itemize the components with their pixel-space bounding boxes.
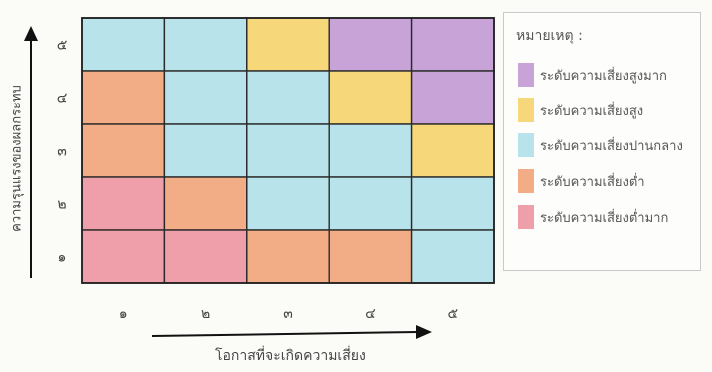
legend-label-very-high: ระดับความเสี่ยงสูงมาก: [540, 68, 667, 84]
legend-title: หมายเหตุ :: [516, 28, 583, 44]
grid-frame: [81, 17, 495, 284]
heat-cell-r3-c2: [163, 123, 248, 178]
heat-cell-r1-c3: [246, 229, 330, 284]
x-axis-arrowhead: [416, 325, 432, 339]
heat-cell-r2-c3: [246, 176, 330, 231]
heat-cell-r3-c5: [410, 123, 495, 178]
legend-label-high: ระดับความเสี่ยงสูง: [540, 103, 644, 119]
heat-cell-r4-c5: [410, 70, 495, 125]
heat-cell-r2-c2: [163, 176, 248, 231]
legend-swatch-low: [518, 169, 534, 193]
legend-item-low: ระดับความเสี่ยงต่ำ: [518, 169, 645, 193]
heat-cell-r5-c4: [328, 17, 413, 72]
heat-cell-r2-c4: [328, 176, 413, 231]
legend-swatch-medium: [518, 133, 534, 157]
legend-swatch-high: [518, 98, 534, 122]
x-axis-arrow-line: [151, 331, 419, 337]
y-tick-label-3: ๓: [57, 144, 67, 160]
heat-cell-r1-c5: [410, 229, 495, 284]
heat-cell-r5-c2: [163, 17, 248, 72]
legend-label-low: ระดับความเสี่ยงต่ำ: [540, 174, 645, 190]
heat-cell-r4-c4: [328, 70, 413, 125]
heat-cell-r1-c4: [328, 229, 413, 284]
y-tick-label-5: ๕: [57, 38, 68, 54]
y-axis-title: ความรุนแรงของผลกระทบ: [9, 85, 25, 232]
heat-cell-r4-c3: [246, 70, 330, 125]
legend-swatch-very-high: [518, 63, 534, 87]
x-tick-label-4: ๔: [365, 306, 376, 322]
legend-label-very-low: ระดับความเสี่ยงต่ำมาก: [540, 210, 669, 226]
legend-label-medium: ระดับความเสี่ยงปานกลาง: [540, 138, 683, 154]
heat-cell-r1-c1: [81, 229, 166, 284]
heat-cell-r5-c1: [81, 17, 166, 72]
y-tick-label-4: ๔: [57, 91, 68, 107]
y-tick-label-1: ๑: [58, 250, 67, 266]
heat-cell-r3-c3: [246, 123, 330, 178]
heat-cell-r3-c4: [328, 123, 413, 178]
x-tick-label-5: ๕: [447, 306, 458, 322]
heat-cell-r3-c1: [81, 123, 166, 178]
legend-swatch-very-low: [518, 205, 534, 229]
legend: หมายเหตุ : ระดับความเสี่ยงสูงมาก ระดับคว…: [503, 12, 701, 271]
heat-cell-r5-c5: [410, 17, 495, 72]
legend-item-very-low: ระดับความเสี่ยงต่ำมาก: [518, 205, 668, 229]
y-tick-label-2: ๒: [57, 197, 66, 213]
heat-cell-r4-c1: [81, 70, 166, 125]
legend-item-high: ระดับความเสี่ยงสูง: [518, 98, 643, 122]
heat-cell-r2-c1: [81, 176, 166, 231]
legend-item-medium: ระดับความเสี่ยงปานกลาง: [518, 133, 683, 157]
y-axis-arrowhead: [24, 26, 38, 41]
heat-cell-r2-c5: [410, 176, 495, 231]
x-tick-label-2: ๒: [201, 306, 210, 322]
heat-cell-r4-c2: [163, 70, 248, 125]
legend-item-very-high: ระดับความเสี่ยงสูงมาก: [518, 63, 667, 87]
heat-cell-r5-c3: [246, 17, 330, 72]
heat-cell-r1-c2: [163, 229, 248, 284]
x-tick-label-1: ๑: [119, 306, 128, 322]
x-axis-title: โอกาสที่จะเกิดความเสี่ยง: [215, 348, 366, 364]
x-tick-label-3: ๓: [283, 306, 293, 322]
